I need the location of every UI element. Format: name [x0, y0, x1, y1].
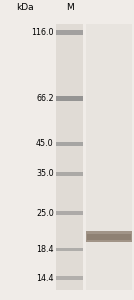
Text: 116.0: 116.0 [31, 28, 54, 37]
Bar [56, 142, 83, 146]
Bar [56, 96, 83, 101]
Bar [56, 30, 83, 35]
Text: 18.4: 18.4 [36, 245, 54, 254]
Bar [56, 248, 83, 251]
Text: kDa: kDa [16, 3, 33, 12]
Text: 35.0: 35.0 [36, 169, 54, 178]
Bar [56, 212, 83, 215]
Bar [56, 172, 83, 176]
Text: M: M [66, 3, 74, 12]
Bar [86, 231, 132, 242]
Text: 14.4: 14.4 [36, 274, 54, 283]
Text: 25.0: 25.0 [36, 209, 54, 218]
Bar [56, 276, 83, 280]
Bar [87, 234, 131, 239]
Text: 66.2: 66.2 [36, 94, 54, 103]
Text: 45.0: 45.0 [36, 140, 54, 148]
Bar [86, 23, 132, 290]
Bar [56, 23, 83, 290]
